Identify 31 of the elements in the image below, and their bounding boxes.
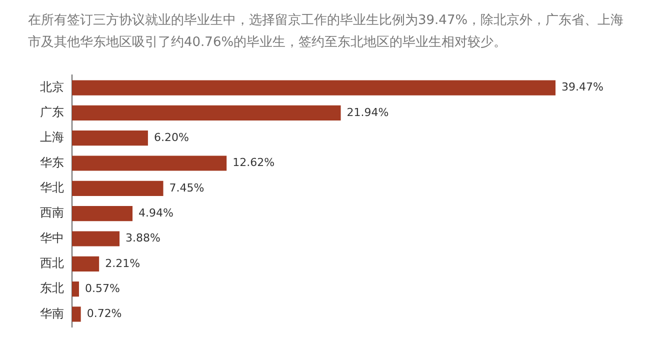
bar: [72, 180, 164, 196]
y-tick-label: 东北: [40, 281, 64, 296]
bar: [72, 130, 148, 146]
y-tick-label: 华中: [40, 230, 64, 245]
data-label: 6.20%: [154, 130, 189, 144]
bar: [72, 156, 227, 171]
y-tick-label: 西北: [40, 256, 64, 270]
y-tick-label: 上海: [40, 130, 64, 144]
data-label: 39.47%: [562, 80, 604, 94]
data-label: 7.45%: [169, 181, 204, 194]
bar: [72, 256, 100, 272]
data-label: 2.21%: [105, 256, 140, 270]
chart-title: 在所有签订三方协议就业的毕业生中，选择留京工作的毕业生比例为39.47%，除北京外，广东省、上海市及其他华东地区吸引了约40.76%的毕业生，签约至东北地区的毕业生相对较少。: [27, 12, 625, 52]
data-label: 12.62%: [232, 156, 275, 170]
data-label: 0.57%: [84, 282, 120, 295]
data-label: 0.72%: [86, 307, 122, 320]
y-tick-label: 华南: [40, 306, 64, 320]
bar: [72, 105, 341, 120]
data-label: 4.94%: [138, 206, 174, 220]
y-tick-label: 华东: [40, 155, 64, 170]
bar: [72, 306, 81, 322]
bar: [72, 80, 556, 96]
data-label: 3.88%: [126, 232, 160, 245]
bar: [72, 206, 133, 222]
bar: [72, 231, 120, 246]
y-tick-label: 北京: [40, 80, 64, 94]
y-tick-label: 西南: [40, 206, 64, 220]
data-label: 21.94%: [346, 106, 389, 119]
bar: [72, 282, 79, 297]
y-tick-label: 华北: [40, 180, 64, 195]
y-tick-label: 广东: [40, 105, 64, 120]
